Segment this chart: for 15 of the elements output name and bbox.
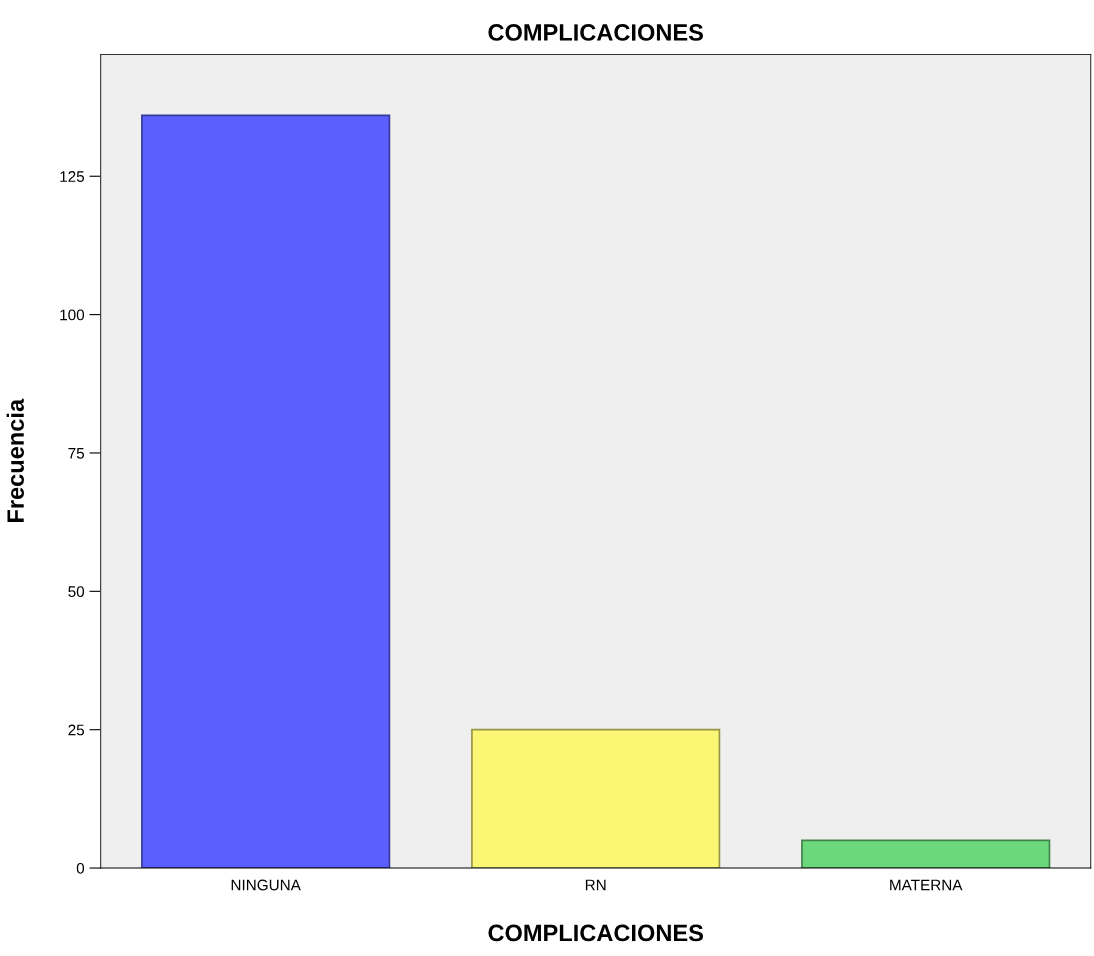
y-tick-label: 25 [68, 724, 85, 736]
y-tick-label: 100 [60, 309, 85, 321]
x-tick-label: RN [585, 879, 606, 891]
x-tick-label: NINGUNA [231, 879, 301, 891]
x-axis-title: COMPLICACIONES [488, 924, 703, 942]
chart-title: COMPLICACIONES [488, 24, 703, 41]
y-tick-label: 50 [68, 586, 85, 598]
y-tick-label: 125 [60, 171, 85, 182]
bar [801, 839, 1051, 869]
y-axis-title: Frecuencia [6, 398, 24, 523]
bar [471, 728, 721, 869]
bar [141, 114, 391, 869]
y-tick-label: 0 [76, 862, 85, 874]
x-tick-label: MATERNA [890, 879, 963, 891]
y-tick-label: 75 [68, 447, 85, 459]
